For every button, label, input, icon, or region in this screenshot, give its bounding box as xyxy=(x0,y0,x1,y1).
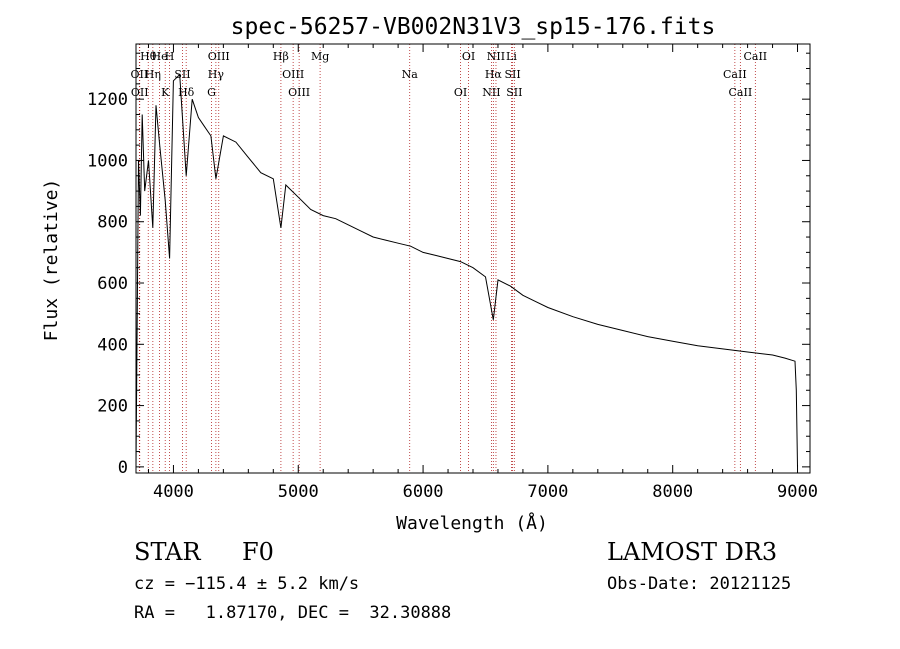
coordinates: RA = 1.87170, DEC = 32.30888 xyxy=(134,603,452,623)
redshift-value: cz = −115.4 ± 5.2 km/s xyxy=(134,574,360,594)
line-label: OIII xyxy=(282,68,304,81)
y-tick-label: 0 xyxy=(118,458,128,478)
line-label: Na xyxy=(402,68,419,81)
line-label: SII xyxy=(504,68,520,81)
line-label: G xyxy=(207,86,216,99)
line-label: NII xyxy=(487,50,505,63)
y-axis-ticks: 0 200 400 600 800 1000 1200 xyxy=(87,52,810,478)
line-label: Hδ xyxy=(178,86,195,99)
line-label: K xyxy=(161,86,170,99)
emission-line-labels: HθOIIOIIHeHηKHSIIHδOIIIHγGHβOIIIOIIIMgNa… xyxy=(131,50,768,99)
line-label: CaII xyxy=(743,50,767,63)
line-label: He xyxy=(152,50,168,63)
y-tick-label: 600 xyxy=(97,274,128,294)
line-label: OII xyxy=(131,68,149,81)
line-label: Hη xyxy=(145,68,161,81)
line-label: OI xyxy=(462,50,475,63)
x-tick-label: 4000 xyxy=(153,482,194,502)
spectrum-line xyxy=(135,73,798,467)
x-tick-label: 5000 xyxy=(278,482,319,502)
line-label: NII xyxy=(482,86,500,99)
line-label: CaII xyxy=(723,68,747,81)
plot-frame xyxy=(135,43,811,474)
obs-date: Obs-Date: 20121125 xyxy=(607,574,792,594)
line-label: CaII xyxy=(729,86,753,99)
x-tick-label: 9000 xyxy=(777,482,818,502)
emission-lines xyxy=(138,44,756,473)
x-axis-label: Wavelength (Å) xyxy=(396,512,548,534)
line-label: OIII xyxy=(208,50,230,63)
line-label: SII xyxy=(174,68,190,81)
x-tick-label: 6000 xyxy=(403,482,444,502)
object-type: STAR xyxy=(134,538,201,566)
y-tick-label: 400 xyxy=(97,335,128,355)
x-tick-label: 8000 xyxy=(652,482,693,502)
line-label: OI xyxy=(454,86,467,99)
line-label: Hα xyxy=(485,68,503,81)
y-tick-label: 1000 xyxy=(87,151,128,171)
line-label: Mg xyxy=(311,50,329,63)
subclass: F0 xyxy=(242,538,274,566)
y-tick-label: 800 xyxy=(97,213,128,233)
chart-title: spec-56257-VB002N31V3_sp15-176.fits xyxy=(231,14,716,40)
x-tick-label: 7000 xyxy=(527,482,568,502)
line-label: SII xyxy=(506,86,522,99)
line-label: H xyxy=(165,50,175,63)
y-tick-label: 200 xyxy=(97,397,128,417)
x-axis-ticks: 4000 5000 6000 7000 8000 9000 xyxy=(147,44,818,502)
line-label: Hθ xyxy=(140,50,157,63)
survey-name: LAMOST DR3 xyxy=(607,538,778,566)
y-tick-label: 1200 xyxy=(87,90,128,110)
line-label: OII xyxy=(131,86,149,99)
y-axis-label: Flux (relative) xyxy=(41,179,62,342)
line-label: Li xyxy=(506,50,517,63)
line-label: Hγ xyxy=(208,68,225,81)
line-label: Hβ xyxy=(273,50,289,63)
line-label: OIII xyxy=(288,86,310,99)
